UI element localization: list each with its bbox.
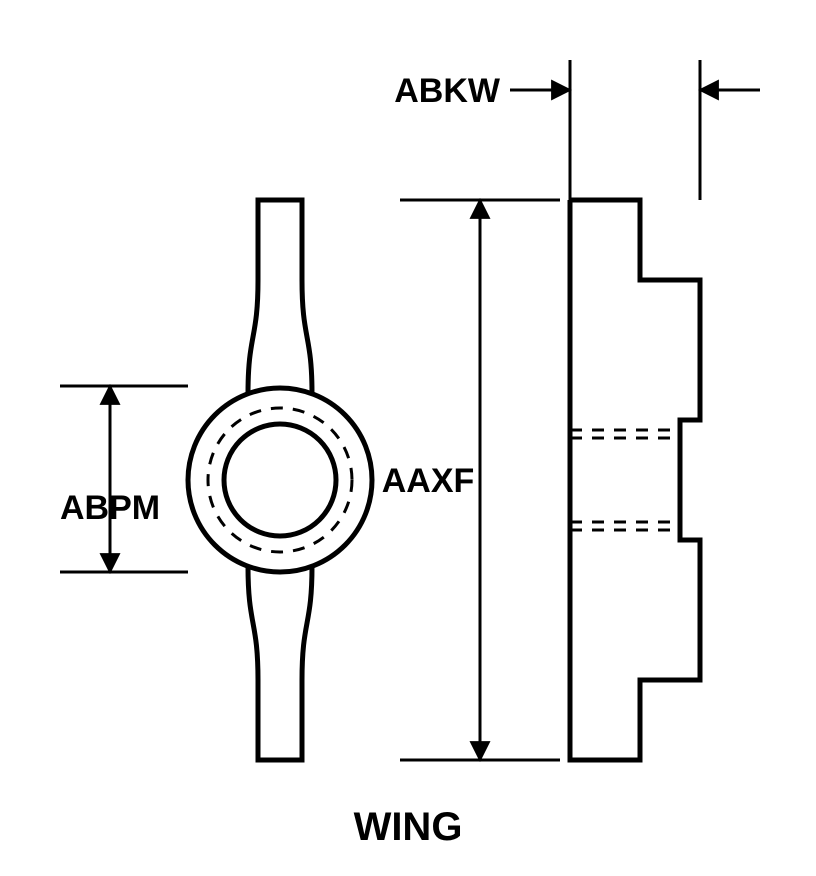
wing-upper-outline (248, 200, 312, 394)
abpm-label: ABPM (60, 489, 160, 527)
wing-lower-outline (248, 566, 312, 760)
aaxf-label: AAXF (382, 462, 475, 500)
figure-title: WING (354, 805, 463, 849)
side-view-outline (570, 200, 700, 760)
abkw-label: ABKW (394, 72, 501, 110)
hub-outer-circle (188, 388, 372, 572)
hub-dashed-circle (208, 408, 352, 552)
hub-inner-circle (224, 424, 336, 536)
